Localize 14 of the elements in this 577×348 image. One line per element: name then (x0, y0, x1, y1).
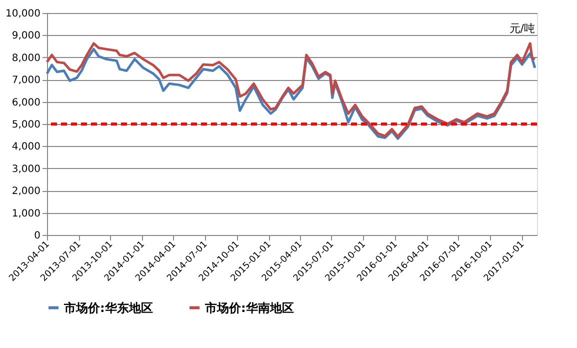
y-tick-label: 2,000 (12, 186, 40, 198)
y-tick-label: 9,000 (12, 30, 40, 42)
y-tick-label: 0 (34, 230, 40, 242)
y-tick-label: 5,000 (12, 120, 40, 130)
y-tick-label: 4,000 (12, 142, 40, 153)
y-tick-label: 6,000 (12, 97, 40, 108)
legend-label: 市场价:华东地区 (63, 300, 153, 315)
y-tick-label: 7,000 (12, 75, 40, 86)
y-tick-label: 8,000 (12, 52, 40, 64)
y-tick-label: 3,000 (12, 164, 40, 175)
legend-label: 市场价:华南地区 (204, 300, 294, 315)
y-tick-label: 1,000 (12, 208, 40, 220)
y-tick-label: 10,000 (6, 8, 40, 20)
annotation: 元/吨 (509, 22, 535, 35)
